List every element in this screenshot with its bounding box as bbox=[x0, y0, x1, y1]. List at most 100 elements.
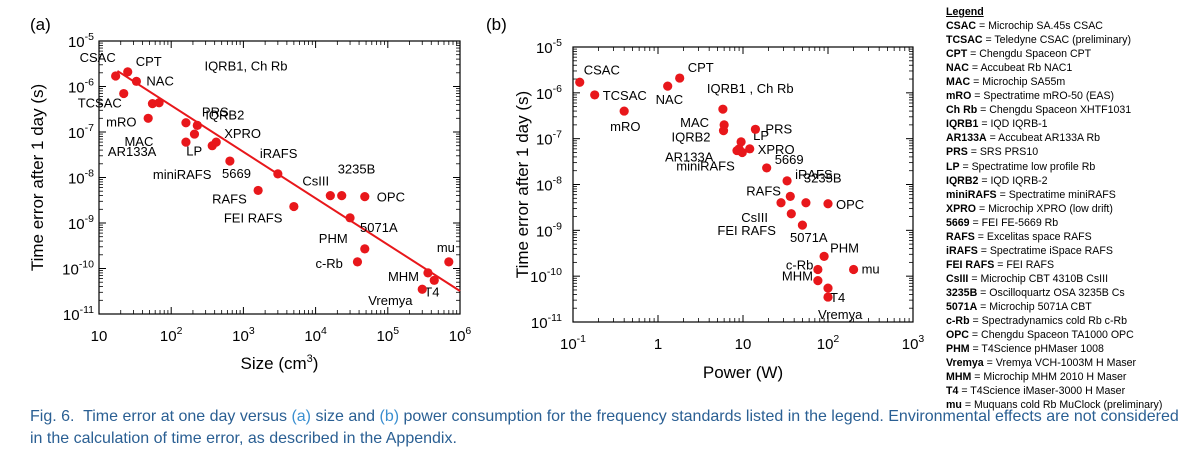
legend-entry: mu = Muquans cold Rb MuClock (preliminar… bbox=[946, 398, 1196, 412]
legend-entry-desc: = Microchip XPRO (low drift) bbox=[976, 202, 1113, 215]
data-point-label: T4 bbox=[424, 284, 439, 299]
data-point bbox=[823, 199, 833, 209]
legend-entry-desc: = Spectratime mRO-50 (EAS) bbox=[971, 90, 1115, 103]
legend-entry-desc: = Muquans cold Rb MuClock (preliminary) bbox=[961, 399, 1163, 412]
legend-entry-abbr: AR133A bbox=[946, 132, 987, 145]
data-point-label: MAC bbox=[124, 134, 153, 149]
y-tick-label: 10-11 bbox=[63, 304, 94, 324]
data-point bbox=[813, 264, 823, 275]
legend-entry: 5071A = Microchip 5071A CBT bbox=[946, 300, 1196, 314]
legend-entry-desc: = IQD IQRB-1 bbox=[978, 118, 1048, 131]
legend-entry: CPT = Chengdu Spaceon CPT bbox=[946, 47, 1196, 61]
y-tick-label: 10-5 bbox=[536, 37, 562, 57]
x-tick-label: 105 bbox=[377, 325, 400, 345]
y-axis-label: Time error after 1 day (s) bbox=[28, 84, 47, 271]
data-point-label: c-Rb bbox=[786, 257, 813, 272]
caption-ref-b[interactable]: (b) bbox=[379, 408, 400, 425]
data-point bbox=[123, 67, 133, 77]
legend-entry-desc: = Microchip SA55m bbox=[970, 76, 1066, 89]
data-point-label: FEI RAFS bbox=[224, 211, 283, 226]
data-point-label: 3235B bbox=[804, 171, 842, 186]
y-tick-label: 10-9 bbox=[536, 220, 562, 240]
x-tick-label: 10 bbox=[91, 328, 108, 345]
y-tick-label: 10-8 bbox=[536, 175, 562, 195]
x-tick-label: 10-1 bbox=[560, 333, 586, 353]
legend-entry-desc: = IQD IQRB-2 bbox=[978, 174, 1048, 187]
data-point-label: 5669 bbox=[775, 152, 804, 167]
data-point-label: miniRAFS bbox=[676, 158, 735, 173]
data-point-label: Vremya bbox=[368, 293, 413, 308]
legend-entry-abbr: XPRO bbox=[946, 202, 977, 215]
data-point-label: FEI RAFS bbox=[717, 223, 776, 238]
legend-entry: 3235B = Oscilloquartz OSA 3235B Cs bbox=[946, 286, 1196, 300]
legend-entry-abbr: 5071A bbox=[946, 300, 978, 313]
data-point bbox=[619, 106, 629, 116]
y-tick-label: 10-11 bbox=[531, 312, 562, 332]
y-tick-label: 10-10 bbox=[62, 259, 94, 279]
data-point-label: c-Rb bbox=[315, 256, 342, 271]
legend-entry-desc: = Chengdu Spaceon TA1000 OPC bbox=[968, 329, 1134, 342]
data-point-label: mRO bbox=[610, 119, 640, 134]
legend-entry: miniRAFS = Spectratime miniRAFS bbox=[946, 188, 1196, 202]
legend-entry: OPC = Chengdu Spaceon TA1000 OPC bbox=[946, 328, 1196, 342]
data-point bbox=[360, 192, 370, 202]
data-point bbox=[776, 198, 786, 208]
legend-entry-abbr: IQRB2 bbox=[946, 174, 979, 187]
x-tick-label: 104 bbox=[304, 325, 327, 345]
x-tick-label: 10 bbox=[735, 336, 752, 353]
figure-caption: Fig. 6. Time error at one day versus (a)… bbox=[30, 406, 1180, 450]
data-point-label: TCSAC bbox=[78, 96, 122, 111]
data-point-label: CSAC bbox=[80, 50, 116, 65]
data-point-label: OPC bbox=[836, 197, 864, 212]
y-tick-label: 10-5 bbox=[68, 31, 94, 51]
legend-entry: RAFS = Excelitas space RAFS bbox=[946, 230, 1196, 244]
data-point bbox=[797, 220, 808, 230]
data-point bbox=[823, 292, 833, 302]
data-point bbox=[360, 244, 370, 254]
legend-entry: LP = Spectratime low profile Rb bbox=[946, 160, 1196, 174]
legend-entry-abbr: CSAC bbox=[946, 20, 977, 33]
x-axis-label: Power (W) bbox=[703, 363, 783, 382]
legend-entry: T4 = T4Science iMaser-3000 H Maser bbox=[946, 384, 1196, 398]
x-tick-label: 1 bbox=[654, 336, 662, 353]
data-point-label: 3235B bbox=[338, 162, 376, 177]
data-point-label: RAFS bbox=[746, 183, 781, 198]
data-point-label: mu bbox=[862, 261, 880, 276]
caption-text-1: Time error at one day versus bbox=[74, 408, 292, 425]
legend-entry-abbr: miniRAFS bbox=[946, 188, 997, 201]
legend-entry-desc: = T4Science iMaser-3000 H Maser bbox=[958, 385, 1126, 398]
legend-entry-abbr: CPT bbox=[946, 48, 968, 61]
data-point-label: CsIII bbox=[302, 174, 329, 189]
legend-entry-abbr: CsIII bbox=[946, 272, 969, 285]
data-point-label: mRO bbox=[106, 114, 136, 129]
y-tick-label: 10-7 bbox=[68, 122, 94, 142]
x-tick-label: 103 bbox=[232, 325, 255, 345]
chart-panel-b: (b)10-1 1 10 102 10310-1110-1010-910-810-710… bbox=[486, 15, 924, 382]
legend-entry-desc: = Teledyne CSAC (preliminary) bbox=[982, 34, 1131, 47]
legend-entry-abbr: MHM bbox=[946, 371, 972, 384]
data-point-label: PRS bbox=[765, 121, 792, 136]
legend-entry-desc: = Oscilloquartz OSA 3235B Cs bbox=[977, 286, 1125, 299]
data-point-label: IQRB2 bbox=[672, 130, 711, 145]
legend-entry: PHM = T4Science pHMaser 1008 bbox=[946, 342, 1196, 356]
data-point-label: MHM bbox=[388, 269, 419, 284]
data-point bbox=[745, 144, 755, 154]
figure-plots: (a)10 102 103 104 105 10610-1110-1010-910-810… bbox=[28, 15, 924, 382]
data-point-label: TCSAC bbox=[603, 88, 647, 103]
data-point bbox=[211, 137, 221, 147]
data-point bbox=[675, 73, 685, 83]
x-tick-label: 106 bbox=[449, 325, 472, 345]
panel-label: (a) bbox=[30, 15, 51, 34]
data-point bbox=[786, 209, 796, 219]
legend: Legend CSAC = Microchip SA.45s CSAC TCSAC… bbox=[946, 5, 1196, 412]
chart-panel-a: (a) 10 102 103 104 105 106 10-11 10-10 10-9 10-8 10… bbox=[28, 15, 471, 373]
legend-entry: AR133A = Accubeat AR133A Rb bbox=[946, 131, 1196, 145]
y-tick-label: 10-6 bbox=[68, 77, 94, 97]
data-point-label: MHM bbox=[782, 269, 813, 284]
caption-text-3: power consumption for the frequency stan… bbox=[30, 408, 1179, 447]
data-point-label: XPRO bbox=[224, 126, 261, 141]
data-point-label: 5071A bbox=[360, 220, 398, 235]
caption-ref-a[interactable]: (a) bbox=[291, 408, 312, 425]
data-point bbox=[181, 137, 191, 147]
legend-entry-abbr: PHM bbox=[946, 343, 970, 356]
